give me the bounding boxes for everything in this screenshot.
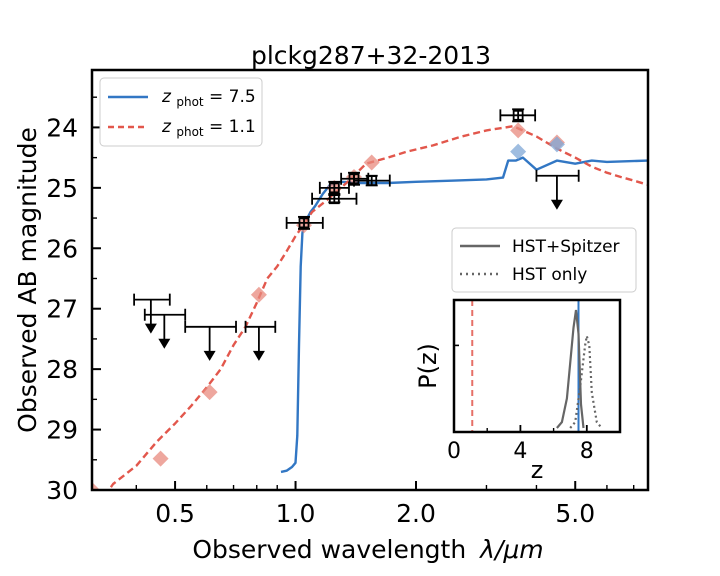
inset-legend: HST+Spitzer HST only — [451, 227, 637, 293]
model-photometry-diamond-high-z — [548, 136, 565, 153]
y-tick-label: 25 — [46, 174, 78, 203]
x-axis-label-unit: λ/μm — [478, 535, 543, 564]
x-axis-label: Observed wavelength λ/μm — [192, 535, 543, 564]
inset-pz-curve-hst-spitzer — [556, 309, 585, 429]
y-tick-label: 28 — [46, 355, 78, 384]
model-photometry-diamond-low-z — [201, 384, 218, 401]
inset-legend-box — [451, 227, 637, 293]
pz-inset-x-label: z — [531, 456, 544, 484]
legend-label-zphot-1-1: z phot = 1.1 — [161, 117, 256, 141]
main-plot-frame — [90, 68, 650, 492]
model-photometry-diamond-high-z — [510, 143, 527, 160]
y-tick-label: 27 — [46, 295, 78, 324]
detection-marker — [512, 109, 524, 121]
x-tick-label: 2.0 — [396, 499, 436, 528]
main-legend-box — [99, 77, 263, 147]
legend-z-value: = 7.5 — [209, 87, 256, 107]
x-axis-label-text: Observed wavelength — [192, 535, 466, 564]
detection-marker — [366, 175, 378, 186]
main-plot-content — [92, 108, 648, 490]
legend-z-subscript: phot — [176, 125, 204, 139]
detection-marker — [328, 182, 340, 194]
pz-inset-y-label: P(z) — [414, 343, 442, 389]
main-plot-area: 24 25 26 27 28 29 30 0.5 1.0 2.0 5.0 — [46, 96, 648, 528]
y-tick-label: 26 — [46, 234, 78, 263]
upper-limit-arrow-head — [144, 323, 157, 334]
legend-z-symbol: z — [161, 87, 172, 107]
legend-z-subscript: phot — [176, 95, 204, 109]
detection-marker — [298, 217, 310, 229]
model-curve-zphot-1-1 — [107, 125, 648, 490]
inset-legend-label-hst-spitzer: HST+Spitzer — [512, 237, 620, 257]
x-tick-label: 1.0 — [276, 499, 316, 528]
upper-limit-arrow-head — [550, 199, 563, 210]
y-tick-label: 30 — [46, 476, 78, 505]
legend-label-zphot-7-5: z phot = 7.5 — [161, 87, 256, 111]
inset-x-tick-label: 0 — [447, 439, 461, 464]
inset-legend-label-hst-only: HST only — [512, 265, 587, 285]
pz-inset-background — [454, 300, 620, 432]
main-legend: z phot = 7.5 z phot = 1.1 — [99, 77, 263, 147]
upper-limit-arrow-head — [203, 350, 216, 361]
model-photometry-diamond-low-z — [92, 482, 100, 490]
pz-inset-frame — [452, 298, 622, 434]
legend-z-symbol: z — [161, 117, 172, 137]
x-tick-label: 5.0 — [555, 499, 595, 528]
y-axis-label: Observed AB magnitude — [13, 127, 42, 433]
y-tick-label: 29 — [46, 416, 78, 445]
model-photometry-diamond-low-z — [152, 450, 169, 467]
model-photometry-diamond-low-z — [363, 154, 380, 171]
inset-x-tick-label: 8 — [580, 439, 594, 464]
y-tick-label: 24 — [46, 113, 78, 142]
pz-inset: 0 4 8 P(z) z — [414, 298, 622, 484]
upper-limit-arrow-head — [252, 350, 265, 361]
inset-pz-curve-hst-only — [569, 335, 603, 429]
inset-x-tick-label: 4 — [513, 439, 527, 464]
legend-z-value: = 1.1 — [209, 117, 256, 137]
model-photometry-diamond-low-z — [510, 122, 527, 139]
chart-title: plckg287+32-2013 — [251, 41, 491, 70]
x-tick-label: 0.5 — [155, 499, 195, 528]
model-photometry-diamond-low-z — [250, 286, 267, 303]
upper-limit-arrow-head — [158, 338, 171, 349]
